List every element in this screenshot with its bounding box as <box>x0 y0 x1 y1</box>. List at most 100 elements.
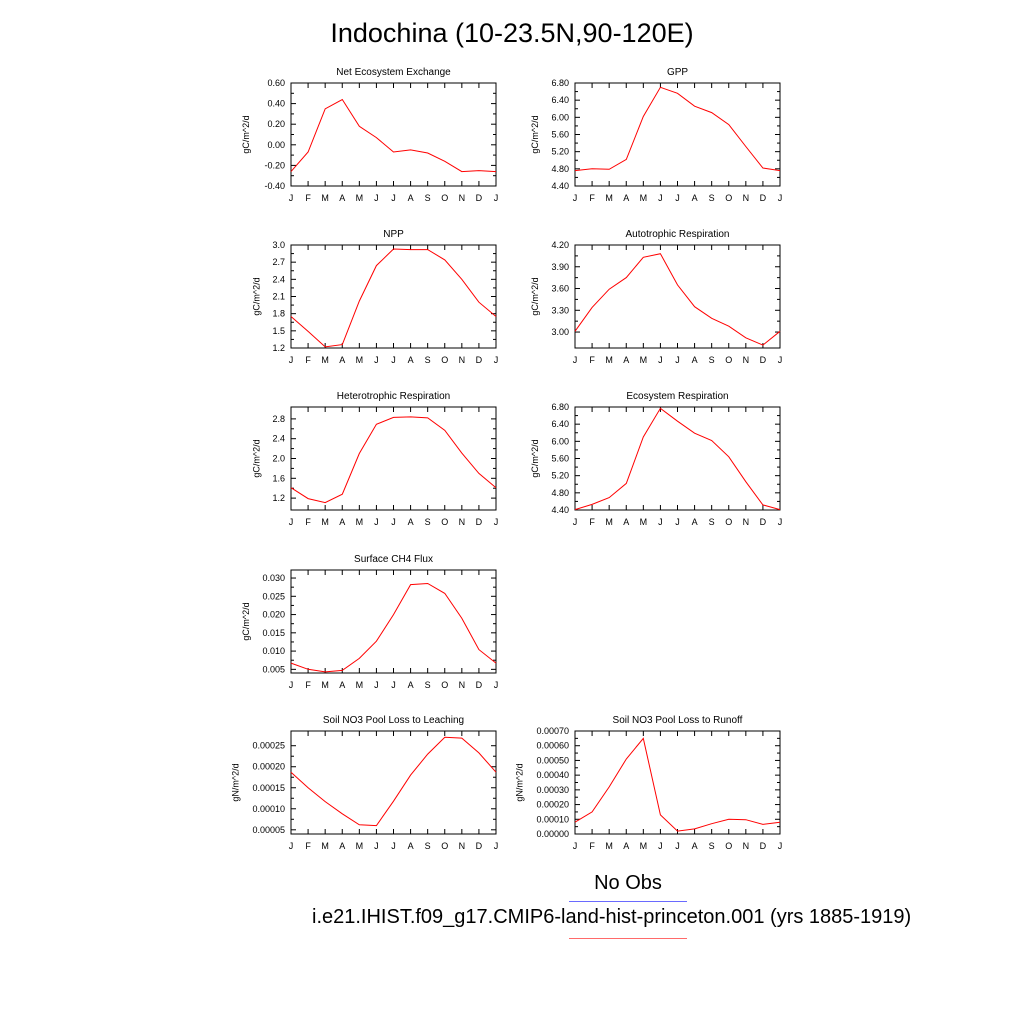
x-tick-label: J <box>374 355 379 365</box>
x-tick-label: A <box>339 193 345 203</box>
y-tick-label: 0.20 <box>267 119 285 129</box>
x-tick-label: A <box>408 841 414 851</box>
y-tick-label: 1.8 <box>272 309 285 319</box>
series-line <box>574 86 781 172</box>
y-tick-label: 1.2 <box>272 343 285 353</box>
x-tick-label: N <box>743 517 750 527</box>
x-tick-label: A <box>692 517 698 527</box>
x-tick-label: J <box>573 355 578 365</box>
series-line <box>290 416 497 504</box>
y-tick-label: 0.025 <box>262 591 285 601</box>
x-tick-label: J <box>289 517 294 527</box>
x-tick-label: J <box>573 841 578 851</box>
x-tick-label: F <box>305 193 311 203</box>
x-tick-label: J <box>675 517 680 527</box>
panel-title: NPP <box>383 229 404 240</box>
x-tick-label: M <box>640 355 648 365</box>
y-tick-label: 1.2 <box>272 493 285 503</box>
x-tick-label: N <box>459 680 466 690</box>
x-tick-label: A <box>339 841 345 851</box>
x-tick-label: M <box>321 517 329 527</box>
panel-title: Net Ecosystem Exchange <box>336 67 451 78</box>
y-axis-label: gC/m^2/d <box>251 277 261 315</box>
x-tick-label: J <box>658 517 663 527</box>
y-tick-label: 4.20 <box>551 240 569 250</box>
x-tick-label: D <box>476 355 483 365</box>
x-tick-label: J <box>289 680 294 690</box>
y-tick-label: 3.0 <box>272 240 285 250</box>
y-tick-label: 0.00000 <box>536 829 569 839</box>
x-tick-label: O <box>441 841 448 851</box>
y-tick-label: 5.60 <box>551 130 569 140</box>
x-tick-label: M <box>356 680 364 690</box>
y-axis-label: gC/m^2/d <box>241 602 251 640</box>
y-axis-label: gC/m^2/d <box>530 439 540 477</box>
x-tick-label: O <box>441 193 448 203</box>
x-tick-label: J <box>391 193 396 203</box>
x-tick-label: A <box>408 193 414 203</box>
y-tick-label: 5.20 <box>551 471 569 481</box>
x-tick-label: A <box>692 841 698 851</box>
y-axis-label: gC/m^2/d <box>251 439 261 477</box>
y-tick-label: -0.20 <box>264 160 285 170</box>
panel-title: Soil NO3 Pool Loss to Runoff <box>613 715 743 726</box>
x-tick-label: J <box>658 193 663 203</box>
y-tick-label: 0.00070 <box>536 726 569 736</box>
plot-frame <box>574 730 781 835</box>
y-tick-label: 0.010 <box>262 646 285 656</box>
x-tick-label: J <box>494 355 499 365</box>
plot-frame <box>290 730 497 835</box>
y-tick-label: 1.5 <box>272 326 285 336</box>
x-tick-label: J <box>675 355 680 365</box>
y-tick-label: 2.4 <box>272 274 285 284</box>
x-tick-label: M <box>605 355 613 365</box>
x-tick-label: N <box>459 841 466 851</box>
x-tick-label: N <box>743 355 750 365</box>
x-tick-label: S <box>425 355 431 365</box>
x-tick-label: S <box>709 193 715 203</box>
plot-frame <box>290 244 497 349</box>
x-tick-label: D <box>760 193 767 203</box>
y-axis-label: gC/m^2/d <box>530 277 540 315</box>
y-tick-label: 2.8 <box>272 414 285 424</box>
x-tick-label: J <box>391 680 396 690</box>
x-tick-label: D <box>760 517 767 527</box>
plot-frame <box>290 406 497 511</box>
x-tick-label: F <box>589 841 595 851</box>
x-tick-label: M <box>356 355 364 365</box>
x-tick-label: N <box>743 841 750 851</box>
y-tick-label: 3.60 <box>551 284 569 294</box>
x-tick-label: M <box>640 193 648 203</box>
x-tick-label: O <box>725 193 732 203</box>
y-tick-label: 6.40 <box>551 419 569 429</box>
y-tick-label: 2.7 <box>272 257 285 267</box>
x-tick-label: J <box>494 680 499 690</box>
x-tick-label: O <box>725 841 732 851</box>
y-tick-label: 0.015 <box>262 628 285 638</box>
y-tick-label: 0.00020 <box>536 800 569 810</box>
series-line <box>290 582 497 673</box>
x-tick-label: M <box>321 355 329 365</box>
x-tick-label: D <box>476 517 483 527</box>
x-tick-label: J <box>573 517 578 527</box>
x-tick-label: D <box>476 680 483 690</box>
x-tick-label: J <box>374 841 379 851</box>
y-tick-label: 5.60 <box>551 454 569 464</box>
x-tick-label: J <box>289 355 294 365</box>
y-tick-label: 0.00 <box>267 140 285 150</box>
y-axis-label: gN/m^2/d <box>231 763 241 801</box>
x-tick-label: S <box>425 517 431 527</box>
x-tick-label: M <box>640 841 648 851</box>
x-tick-label: F <box>589 355 595 365</box>
y-tick-label: 0.60 <box>267 78 285 88</box>
x-tick-label: J <box>494 193 499 203</box>
x-tick-label: S <box>709 355 715 365</box>
plot-frame <box>290 82 497 187</box>
y-tick-label: 4.40 <box>551 505 569 515</box>
y-tick-label: 6.80 <box>551 402 569 412</box>
panel-title: Ecosystem Respiration <box>626 391 728 402</box>
